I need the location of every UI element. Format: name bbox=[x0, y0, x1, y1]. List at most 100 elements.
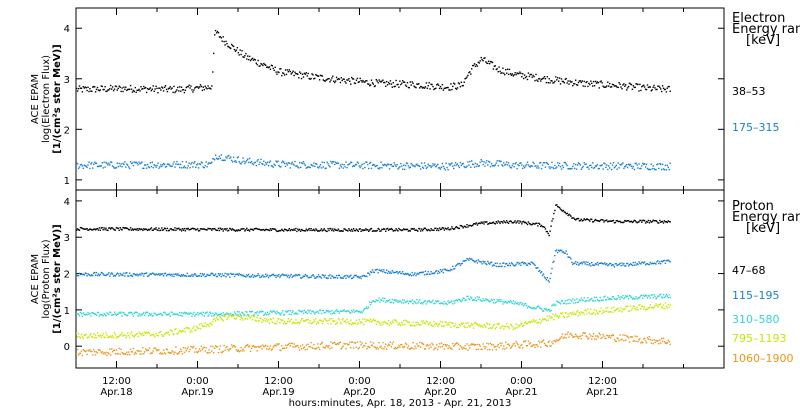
data-point bbox=[480, 159, 482, 161]
data-point bbox=[77, 229, 80, 231]
data-point bbox=[244, 275, 246, 277]
data-point bbox=[655, 339, 657, 342]
data-point bbox=[228, 154, 230, 157]
data-point bbox=[268, 312, 271, 315]
data-point bbox=[328, 311, 330, 313]
data-point bbox=[330, 341, 332, 343]
data-point bbox=[665, 259, 668, 262]
data-point bbox=[223, 159, 225, 161]
data-point bbox=[562, 166, 565, 169]
data-point bbox=[175, 273, 177, 275]
data-point bbox=[554, 254, 556, 257]
data-point bbox=[118, 162, 120, 165]
data-point bbox=[334, 277, 337, 279]
data-point bbox=[279, 165, 281, 168]
data-point bbox=[624, 308, 626, 310]
data-point bbox=[192, 327, 194, 329]
data-point bbox=[433, 229, 435, 231]
data-point bbox=[214, 347, 216, 349]
data-point bbox=[555, 76, 557, 78]
data-point bbox=[483, 300, 485, 302]
data-point bbox=[166, 348, 169, 351]
data-point bbox=[173, 275, 175, 278]
data-point bbox=[424, 270, 427, 272]
data-point bbox=[665, 342, 668, 345]
data-point bbox=[82, 167, 84, 169]
data-point bbox=[208, 87, 210, 89]
data-point bbox=[529, 166, 531, 168]
data-point bbox=[404, 301, 407, 303]
data-point bbox=[630, 165, 633, 167]
data-point bbox=[659, 219, 661, 222]
data-point bbox=[489, 348, 491, 351]
data-point bbox=[468, 325, 470, 327]
data-point bbox=[442, 325, 445, 328]
data-point bbox=[137, 229, 139, 231]
data-point bbox=[669, 343, 671, 346]
data-point bbox=[107, 164, 109, 166]
data-point bbox=[540, 308, 543, 310]
data-point bbox=[162, 335, 165, 337]
data-point bbox=[306, 75, 308, 77]
data-point bbox=[310, 322, 312, 325]
data-point bbox=[406, 272, 409, 275]
data-point bbox=[643, 261, 646, 263]
data-point bbox=[255, 227, 257, 230]
data-point bbox=[106, 90, 108, 93]
data-point bbox=[500, 265, 502, 268]
data-point bbox=[214, 229, 217, 231]
data-point bbox=[609, 337, 612, 339]
data-point bbox=[586, 336, 588, 338]
data-point bbox=[197, 275, 200, 277]
data-point bbox=[365, 80, 367, 82]
data-point bbox=[553, 340, 555, 342]
data-point bbox=[420, 342, 423, 344]
data-point bbox=[317, 75, 319, 77]
data-point bbox=[347, 230, 349, 232]
data-point bbox=[196, 275, 198, 277]
data-point bbox=[428, 347, 430, 350]
data-point bbox=[358, 165, 360, 167]
data-point bbox=[493, 298, 496, 301]
data-point bbox=[543, 162, 546, 164]
data-point bbox=[536, 167, 538, 169]
data-point bbox=[79, 164, 82, 166]
data-point bbox=[126, 335, 128, 337]
data-point bbox=[156, 229, 158, 231]
data-point bbox=[445, 321, 447, 323]
data-point bbox=[342, 277, 344, 279]
data-point bbox=[468, 71, 470, 74]
data-point bbox=[278, 312, 280, 314]
data-point bbox=[446, 86, 448, 89]
data-point bbox=[180, 331, 183, 333]
data-point bbox=[312, 229, 314, 231]
data-point bbox=[339, 310, 342, 312]
data-point bbox=[207, 163, 209, 165]
data-point bbox=[350, 319, 352, 321]
data-point bbox=[300, 228, 303, 231]
data-point bbox=[612, 162, 615, 164]
data-point bbox=[633, 264, 635, 266]
data-point bbox=[80, 312, 83, 315]
data-point bbox=[486, 342, 488, 345]
data-point bbox=[174, 329, 176, 331]
data-point bbox=[394, 319, 396, 322]
data-point bbox=[185, 312, 187, 314]
data-point bbox=[545, 162, 548, 164]
data-point bbox=[130, 162, 133, 165]
data-point bbox=[202, 228, 204, 230]
data-point bbox=[254, 346, 256, 348]
data-point bbox=[104, 274, 106, 276]
data-point bbox=[597, 264, 599, 266]
data-point bbox=[425, 273, 428, 276]
data-point bbox=[434, 163, 436, 165]
data-point bbox=[266, 229, 269, 231]
data-point bbox=[225, 156, 227, 158]
data-point bbox=[655, 297, 657, 300]
data-point bbox=[207, 274, 209, 276]
proton-ylabel: ACE EPAMlog(Proton Flux)[1/(cm²s ster Me… bbox=[30, 224, 63, 333]
data-point bbox=[583, 261, 585, 263]
data-point bbox=[668, 85, 670, 88]
data-point bbox=[503, 220, 505, 222]
data-point bbox=[640, 219, 642, 222]
